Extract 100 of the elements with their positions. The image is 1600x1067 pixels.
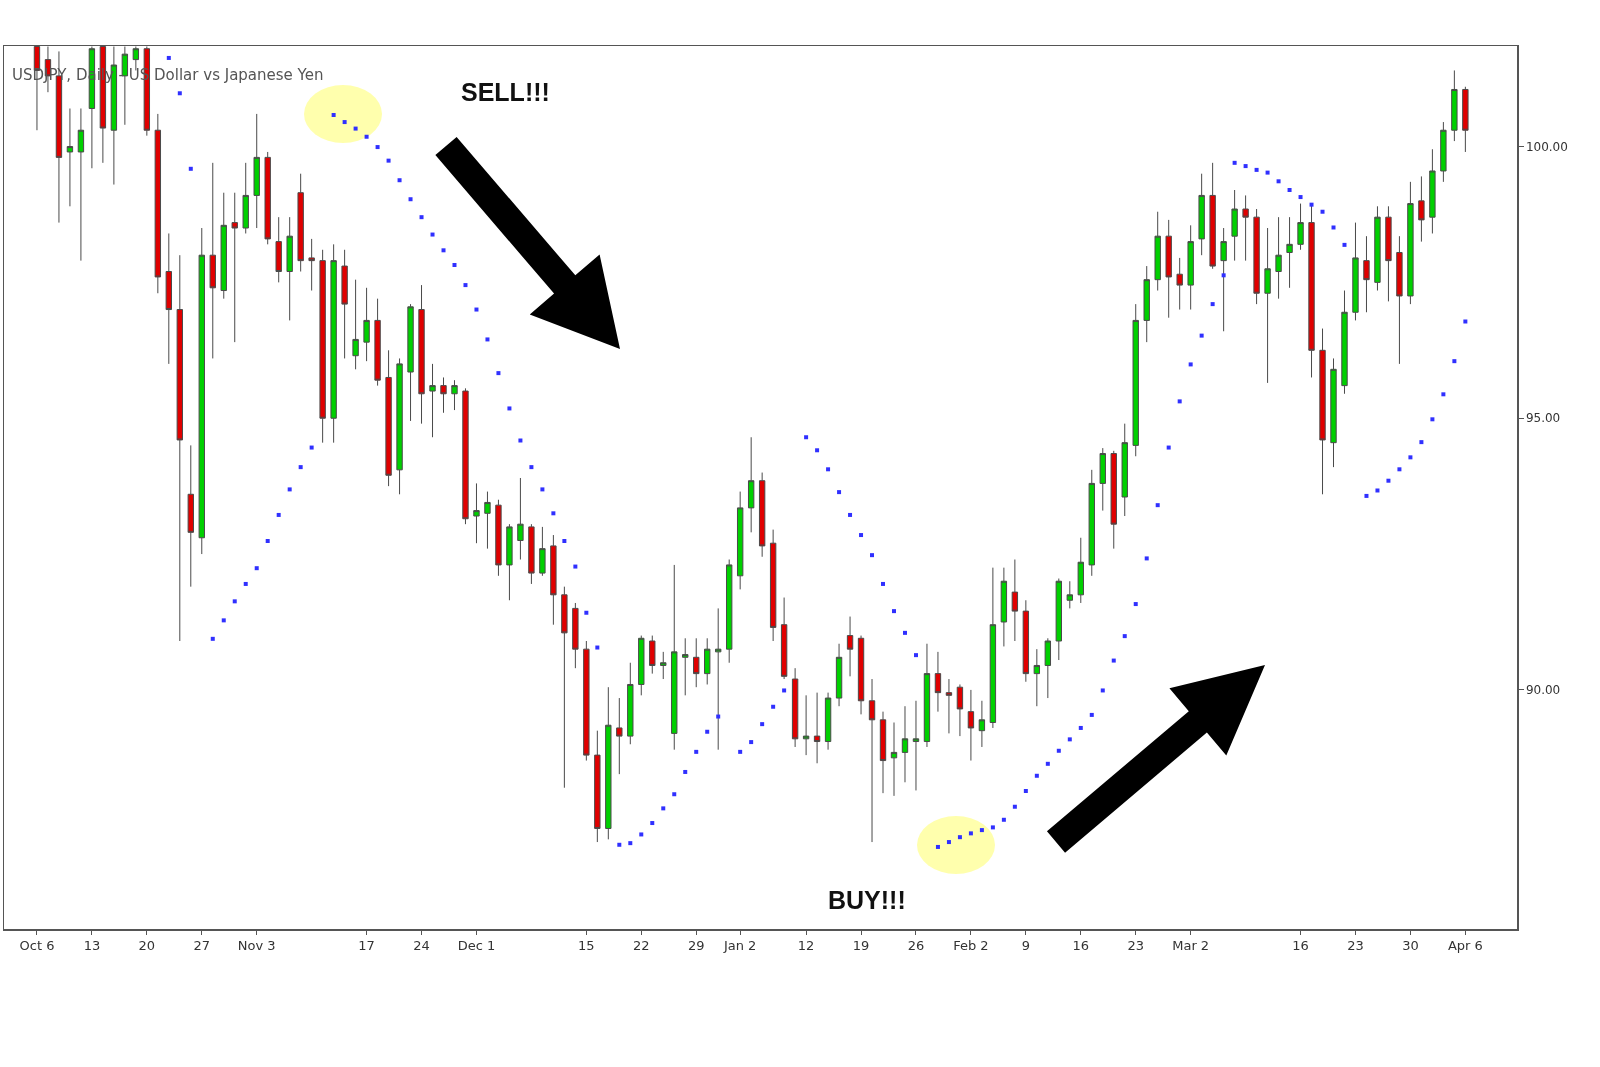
candlestick (802, 694, 810, 756)
candlestick (1396, 235, 1403, 365)
x-tick-label: 22 (633, 938, 650, 954)
candlestick (1121, 423, 1128, 517)
candlestick (473, 482, 480, 544)
candlestick (1154, 211, 1161, 292)
x-tick-label: 24 (413, 938, 430, 954)
candlestick (352, 279, 359, 370)
x-tick-label: Apr 6 (1447, 938, 1483, 954)
candlestick (1209, 162, 1216, 270)
annotation: BUY!!! (828, 886, 906, 914)
candlestick (1308, 203, 1315, 378)
candlestick (1000, 567, 1008, 647)
candlestick (813, 692, 821, 764)
x-tick-label: Dec 1 (457, 938, 496, 954)
candlestick (978, 700, 986, 748)
candlestick (890, 722, 898, 797)
candlestick (1352, 222, 1359, 321)
candlestick (1132, 303, 1139, 457)
candlestick (495, 499, 502, 577)
candlestick (725, 559, 733, 664)
x-tick-label: 29 (687, 938, 705, 954)
candlestick (209, 162, 216, 359)
candlestick (550, 534, 557, 626)
candlestick (1297, 203, 1304, 251)
candlestick (1418, 175, 1425, 243)
candlestick (704, 637, 711, 685)
candlestick (682, 637, 689, 696)
candlestick (484, 491, 491, 550)
candlestick (989, 567, 997, 729)
candlestick (791, 667, 799, 748)
candlestick (627, 662, 634, 745)
candlestick (253, 113, 260, 229)
candlestick (330, 243, 337, 444)
candlestick (418, 284, 425, 425)
x-tick-label: Mar 2 (1172, 938, 1210, 954)
x-tick-label: 27 (193, 938, 211, 954)
candlestick (1451, 69, 1458, 142)
candlestick (1319, 328, 1326, 495)
candlestick (1231, 189, 1238, 262)
candlestick (1011, 559, 1019, 642)
candlestick (594, 730, 601, 843)
x-tick-label: Oct 6 (19, 938, 55, 954)
candlestick (341, 249, 348, 359)
x-tick-label: Jan 2 (722, 938, 757, 954)
candlestick (1374, 205, 1381, 292)
x-tick-label: 15 (578, 938, 595, 954)
candlestick (1242, 194, 1249, 262)
candlestick (660, 651, 667, 680)
x-tick-label: 13 (83, 938, 101, 954)
candlestick (824, 692, 832, 751)
candlestick (506, 523, 513, 601)
candlestick (616, 697, 623, 775)
candlestick (649, 635, 656, 675)
candlestick (572, 602, 579, 669)
candlestick (967, 689, 975, 762)
candlestick (846, 616, 854, 677)
candlestick (297, 173, 304, 272)
candlestick (1363, 235, 1370, 313)
candlestick (1407, 181, 1414, 305)
candlestick (1220, 227, 1227, 332)
candlestick (1253, 208, 1260, 305)
x-tick-label: 23 (1127, 938, 1144, 954)
candlestick (1330, 357, 1337, 468)
candlestick (187, 444, 194, 588)
candlestick (165, 232, 173, 365)
candlestick (923, 643, 931, 748)
candlestick (638, 635, 645, 696)
y-tick-label: 90.00 (1525, 683, 1561, 698)
candlestick (835, 643, 843, 707)
candlestick (901, 705, 909, 783)
candlestick (857, 635, 865, 715)
candlestick (1033, 648, 1041, 707)
x-tick-label: 23 (1347, 938, 1364, 954)
x-tick-label: 17 (358, 938, 375, 954)
candlestick (1341, 290, 1348, 395)
candlestick (758, 472, 766, 558)
x-tick-label: 26 (907, 938, 925, 954)
candlestick (583, 640, 590, 762)
candlestick (1286, 216, 1293, 289)
candlestick (462, 387, 469, 525)
candlestick (1077, 537, 1084, 604)
candlestick (671, 564, 678, 751)
x-tick-label: 16 (1072, 938, 1090, 954)
candlestick (220, 192, 227, 300)
candlestick (945, 678, 953, 734)
x-tick-label: 30 (1402, 938, 1419, 954)
candlestick (1429, 148, 1436, 234)
candlestick (1044, 637, 1052, 699)
candlestick (407, 303, 414, 422)
candlestick (176, 254, 183, 642)
candlestick (517, 477, 524, 560)
candlestick (275, 216, 282, 283)
candlestick (1187, 224, 1194, 311)
candlestick (528, 523, 535, 585)
candlestick (198, 227, 205, 555)
candlestick (1088, 469, 1095, 577)
candlestick (912, 700, 920, 791)
candlestick (286, 216, 293, 321)
x-tick-label: 12 (797, 938, 815, 954)
